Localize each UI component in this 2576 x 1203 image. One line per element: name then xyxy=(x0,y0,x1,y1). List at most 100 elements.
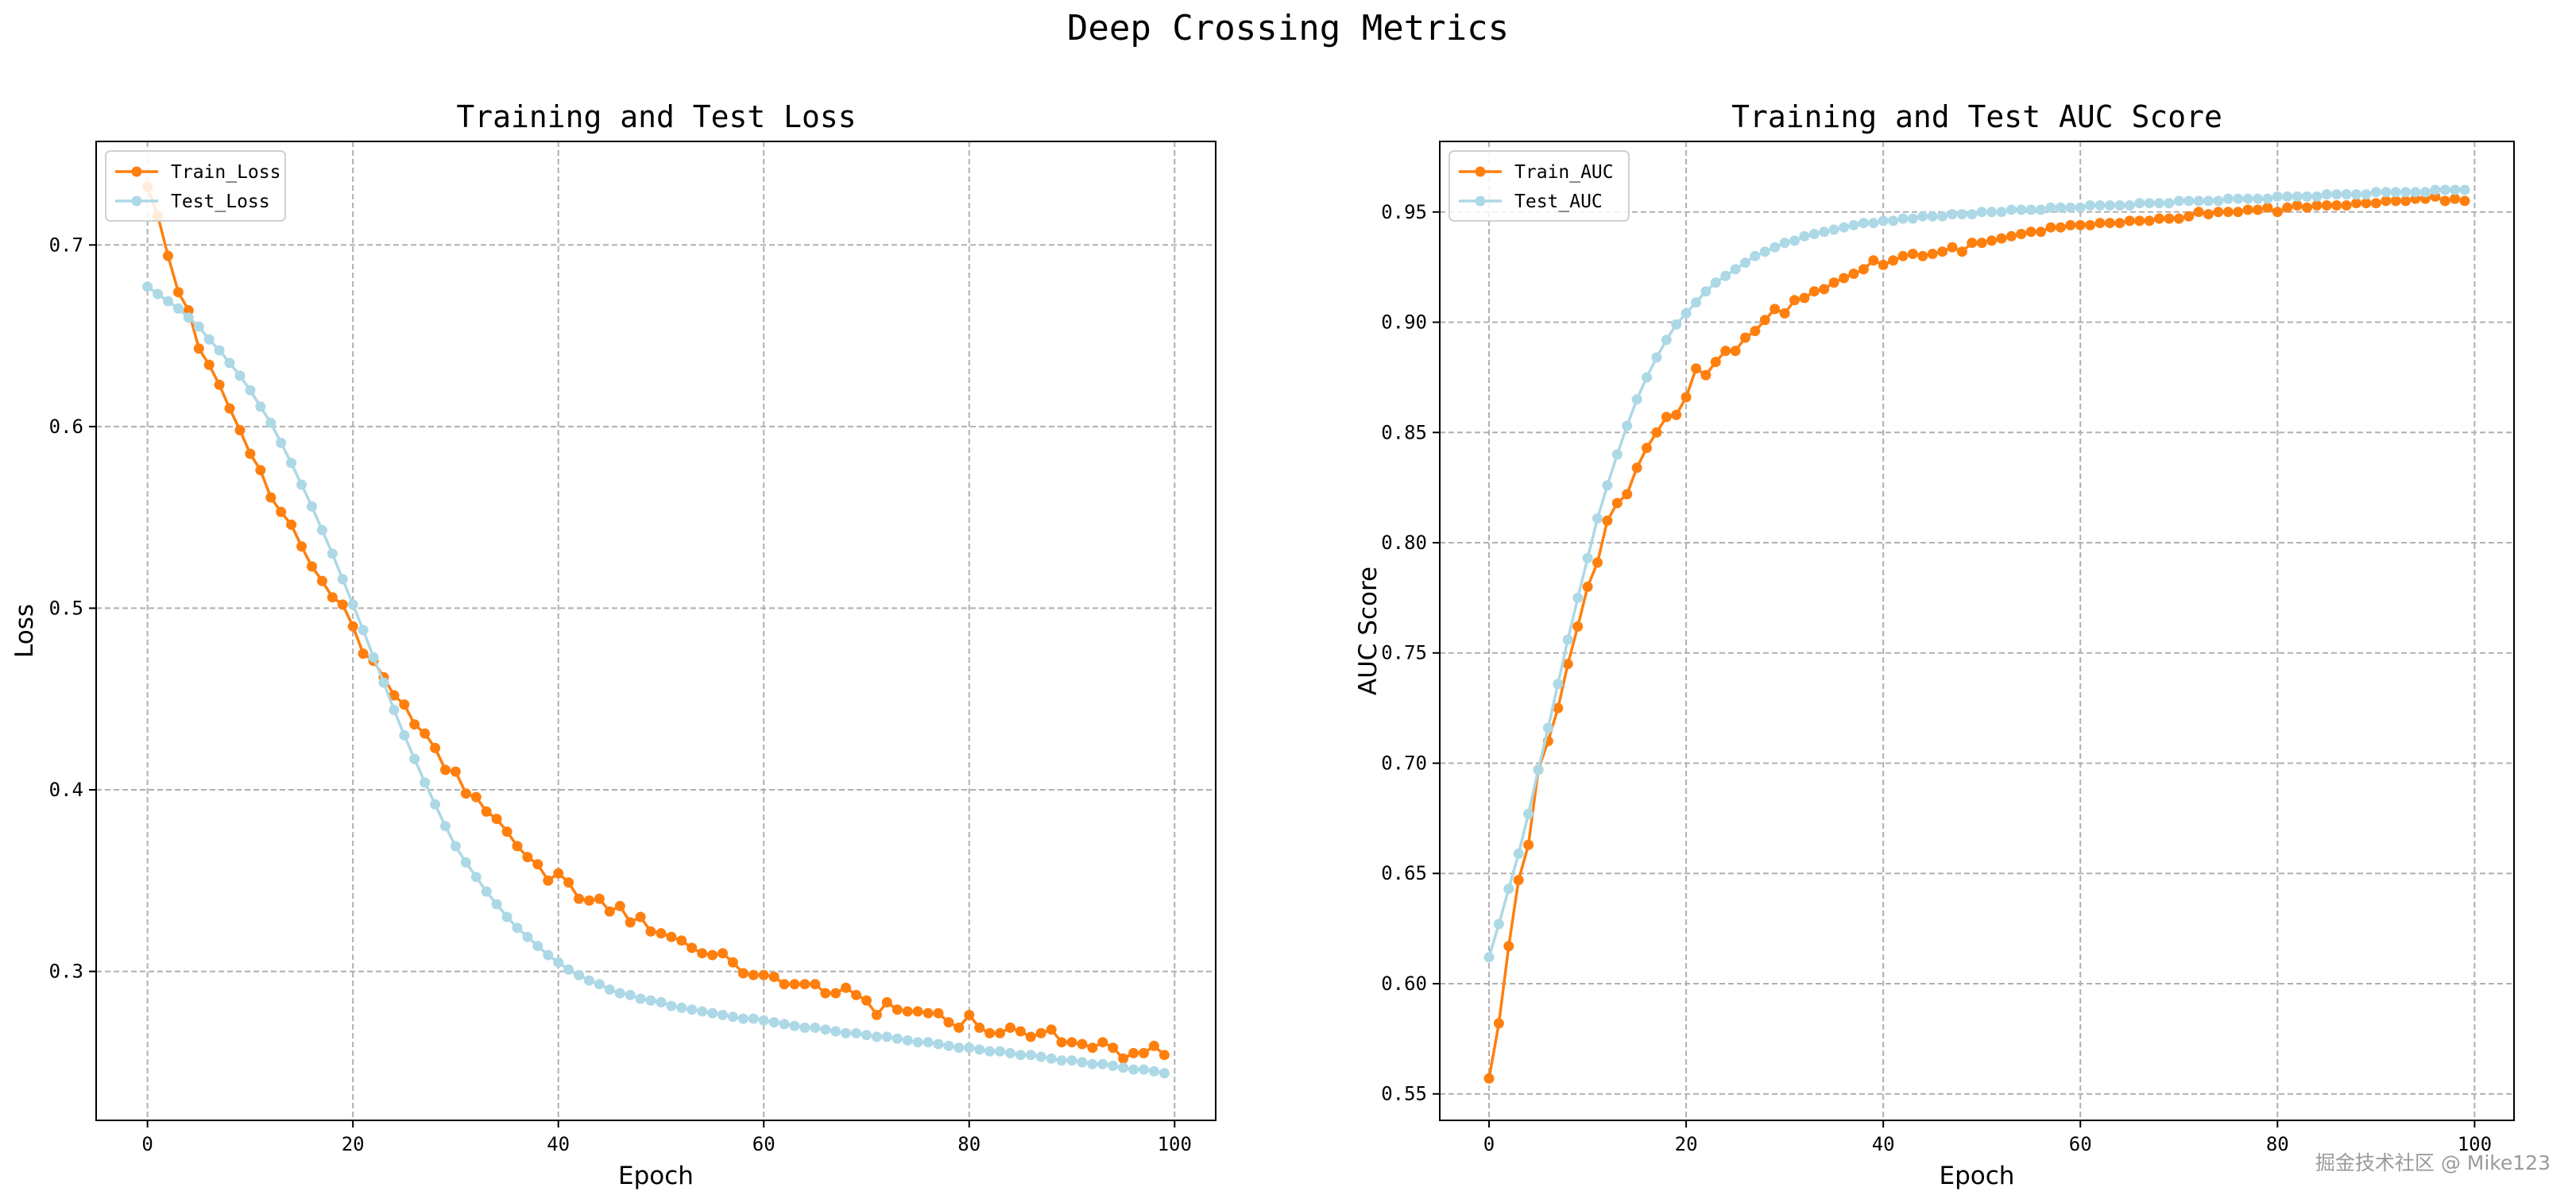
data-point xyxy=(1710,357,1721,367)
data-point xyxy=(245,385,256,396)
data-point xyxy=(347,599,358,610)
data-point xyxy=(234,424,246,435)
auc-chart: Training and Test AUC Score 0 20 40 60 80 100 0… xyxy=(1354,99,2515,1190)
data-point xyxy=(1897,213,1909,224)
data-point xyxy=(1622,489,1633,500)
data-point xyxy=(2410,187,2421,198)
data-point xyxy=(1779,308,1790,319)
data-point xyxy=(933,1008,944,1019)
data-point xyxy=(974,1044,985,1055)
data-point xyxy=(604,984,615,995)
data-point xyxy=(153,288,164,300)
data-point xyxy=(861,1030,872,1041)
data-point xyxy=(922,1008,934,1019)
data-point xyxy=(1582,552,1593,563)
data-point xyxy=(1553,702,1564,714)
data-point xyxy=(1799,230,1810,242)
data-point xyxy=(1025,1050,1036,1061)
legend-marker xyxy=(1475,195,1486,207)
data-point xyxy=(2292,200,2303,211)
data-point xyxy=(1523,839,1534,850)
data-point xyxy=(337,574,348,585)
data-point xyxy=(2173,195,2184,207)
data-point xyxy=(871,1031,882,1042)
data-point xyxy=(491,814,502,825)
data-point xyxy=(2370,187,2381,198)
data-point xyxy=(1158,1050,1170,1061)
y-tick-label: 0.75 xyxy=(1381,642,1427,664)
data-point xyxy=(1839,222,1850,233)
legend-marker xyxy=(131,195,142,207)
data-point xyxy=(491,899,502,910)
data-point xyxy=(1917,250,1928,261)
data-point xyxy=(172,287,184,298)
data-point xyxy=(1868,218,1879,229)
y-tick-label: 0.90 xyxy=(1381,311,1427,334)
data-point xyxy=(810,979,821,990)
data-point xyxy=(1750,326,1761,337)
data-point xyxy=(1947,209,1958,220)
data-point xyxy=(2282,191,2293,202)
data-point xyxy=(2419,187,2431,198)
data-point xyxy=(1799,292,1810,304)
data-point xyxy=(2253,193,2263,204)
data-point xyxy=(1118,1062,1129,1073)
data-point xyxy=(1483,952,1495,963)
data-point xyxy=(953,1042,965,1054)
data-point xyxy=(183,305,194,316)
data-point xyxy=(327,592,338,603)
data-point xyxy=(522,931,533,942)
x-tick-label: 100 xyxy=(2458,1133,2492,1155)
data-point xyxy=(2242,204,2253,215)
data-point xyxy=(1572,592,1584,603)
data-point xyxy=(1858,264,1869,275)
data-point xyxy=(563,877,574,888)
data-point xyxy=(1956,246,1967,257)
data-point xyxy=(501,911,512,923)
data-point xyxy=(1858,218,1869,229)
data-point xyxy=(727,957,738,968)
data-point xyxy=(1523,808,1534,819)
axes-frame xyxy=(95,141,1216,1121)
data-point xyxy=(1878,259,1889,270)
data-point xyxy=(1720,270,1731,281)
data-point xyxy=(1759,246,1770,257)
data-point xyxy=(1046,1024,1057,1035)
data-point xyxy=(307,501,317,512)
data-point xyxy=(2311,200,2323,211)
x-tick-label: 0 xyxy=(141,1133,153,1155)
data-point xyxy=(2016,204,2027,215)
data-point xyxy=(737,968,748,979)
data-point xyxy=(224,358,235,369)
legend-box xyxy=(1449,150,1630,222)
data-point xyxy=(255,401,266,412)
data-point xyxy=(881,1031,892,1042)
data-point xyxy=(2331,189,2342,200)
data-point xyxy=(984,1027,996,1039)
data-point xyxy=(234,370,246,381)
data-point xyxy=(450,766,461,777)
data-point xyxy=(902,1006,913,1017)
data-point xyxy=(1947,242,1958,253)
data-point xyxy=(1848,219,1859,230)
data-point xyxy=(574,969,585,981)
data-point xyxy=(1661,335,1672,346)
data-point xyxy=(707,1008,718,1019)
data-point xyxy=(1897,250,1909,261)
data-point xyxy=(1661,412,1672,423)
data-point xyxy=(604,906,615,917)
data-point xyxy=(820,1024,831,1035)
data-point xyxy=(203,359,215,370)
figure-title: Deep Crossing Metrics xyxy=(1067,8,1509,48)
data-point xyxy=(1976,238,1987,249)
data-point xyxy=(2213,195,2224,207)
data-point xyxy=(1671,319,1682,330)
data-point xyxy=(594,979,605,990)
data-point xyxy=(645,995,656,1006)
data-point xyxy=(1562,659,1573,670)
data-point xyxy=(1700,286,1712,297)
data-point xyxy=(1087,1042,1098,1054)
data-point xyxy=(430,799,441,810)
x-axis-label: Epoch xyxy=(618,1162,694,1190)
